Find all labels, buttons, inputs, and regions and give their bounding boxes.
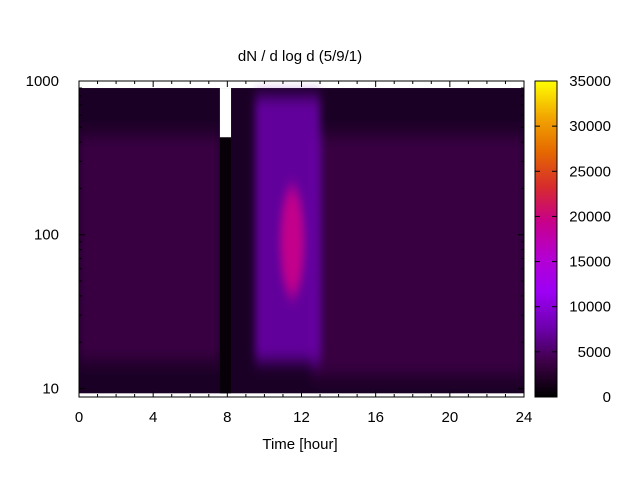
y-tick-label: 100 <box>34 227 59 244</box>
x-tick-label: 12 <box>293 409 310 426</box>
colorbar-tick-label: 30000 <box>569 118 611 135</box>
heatmap-layer <box>79 88 524 394</box>
heatmap-feature-evening_background <box>310 134 524 377</box>
y-tick-label: 1000 <box>26 73 59 90</box>
missing-data-gap <box>219 88 232 138</box>
x-tick-label: 8 <box>223 409 231 426</box>
colorbar-tick-label: 20000 <box>569 208 611 225</box>
colorbar-tick-label: 15000 <box>569 254 611 271</box>
heatmap-feature-background <box>79 134 220 362</box>
y-tick-label: 10 <box>42 380 59 397</box>
heatmap-feature-peak <box>281 188 304 296</box>
plot-area: 0 4 8 12 16 20 24 10 100 1000 <box>26 73 533 426</box>
x-tick-label: 20 <box>441 409 458 426</box>
x-tick-label: 4 <box>149 409 157 426</box>
x-tick-label: 16 <box>367 409 384 426</box>
colorbar-tick-label: 35000 <box>569 73 611 90</box>
y-axis: 10 100 1000 <box>26 73 524 397</box>
colorbar-tick-label: 0 <box>603 389 611 406</box>
colorbar: 0 5000 10000 15000 20000 25000 30000 35000 <box>534 73 611 406</box>
x-tick-label: 0 <box>75 409 83 426</box>
colorbar-axis: 0 5000 10000 15000 20000 25000 30000 35000 <box>535 73 611 406</box>
colorbar-tick-label: 25000 <box>569 163 611 180</box>
x-tick-label: 24 <box>516 409 533 426</box>
chart-title: dN / d log d (5/9/1) <box>238 48 362 65</box>
x-axis: 0 4 8 12 16 20 24 <box>75 81 533 426</box>
colorbar-tick-label: 10000 <box>569 299 611 316</box>
missing-data-dark-band <box>219 137 232 394</box>
x-axis-label: Time [hour] <box>262 436 337 453</box>
colorbar-tick-label: 5000 <box>578 344 611 361</box>
colorbar-fill <box>534 80 558 398</box>
